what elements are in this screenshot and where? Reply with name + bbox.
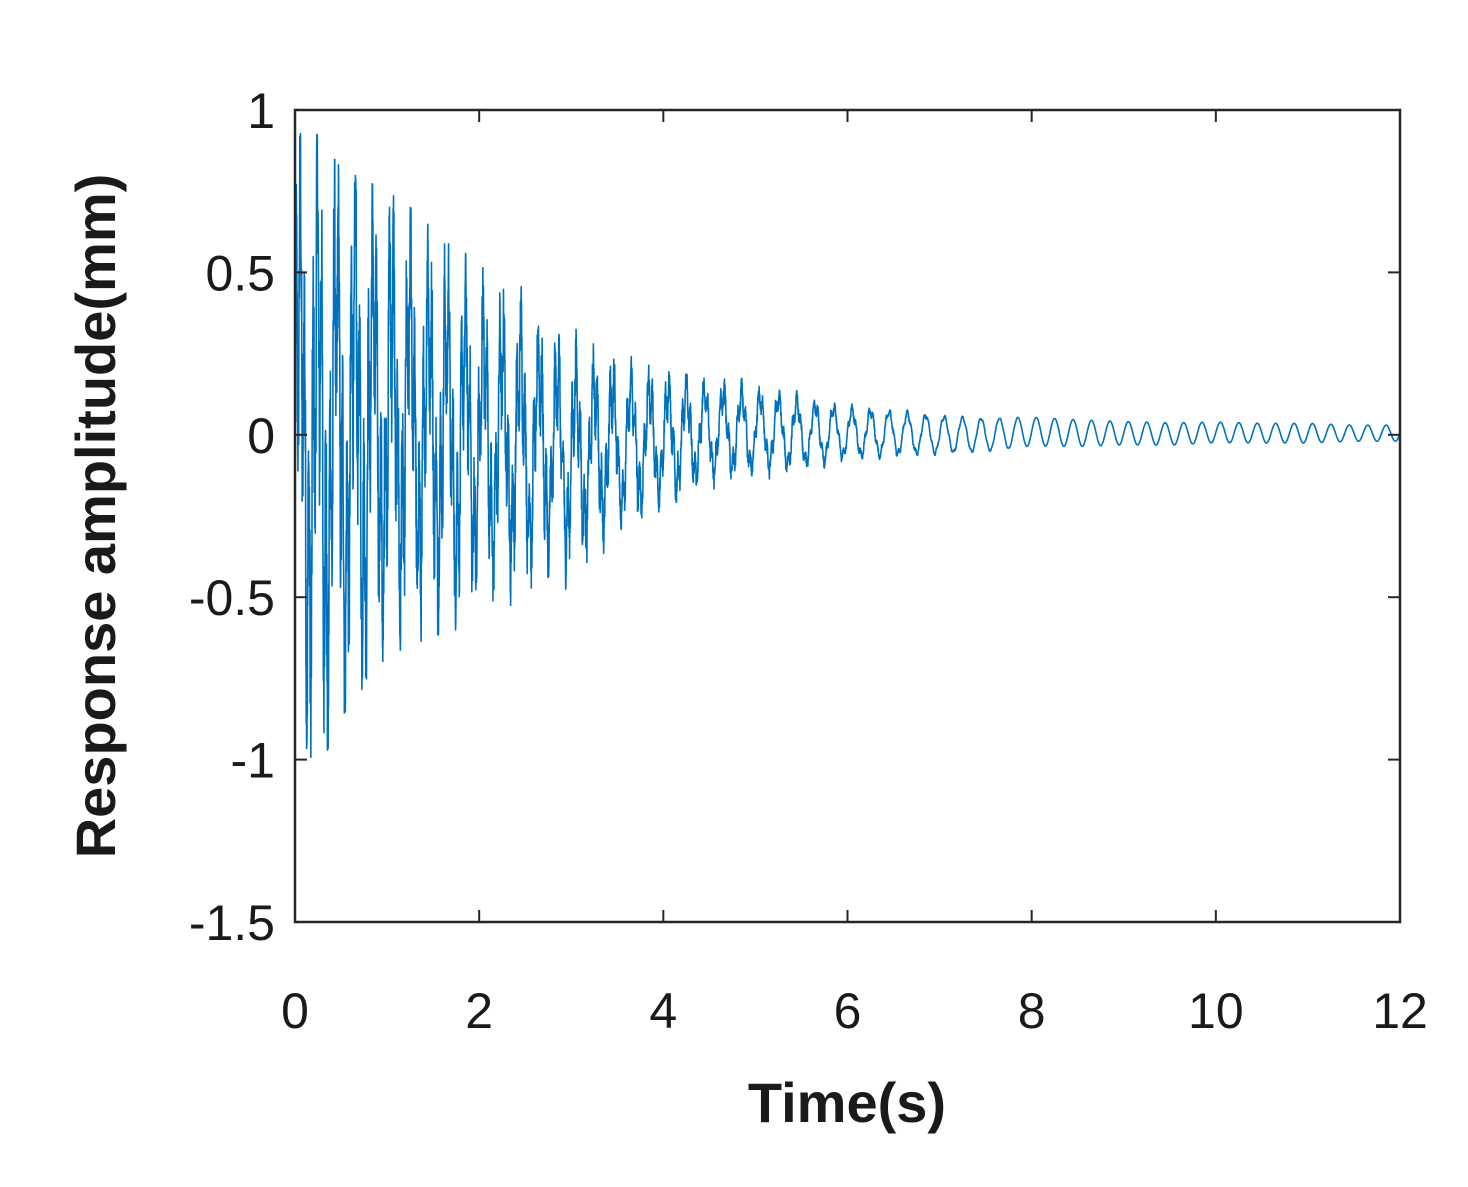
tick-marks — [294, 109, 1401, 923]
x-tick-labels: 0 2 4 6 8 10 12 — [281, 983, 1428, 1039]
x-tick-label: 10 — [1188, 983, 1244, 1039]
y-tick-labels: -1.5 -1 -0.5 0 0.5 1 — [189, 83, 275, 951]
plot-area — [295, 110, 1400, 922]
y-tick-label: -1.5 — [189, 895, 275, 951]
x-tick-label: 0 — [281, 983, 309, 1039]
y-tick-label: -1 — [231, 733, 275, 789]
x-tick-label: 6 — [834, 983, 862, 1039]
y-tick-label: -0.5 — [189, 570, 275, 626]
x-tick-label: 8 — [1018, 983, 1046, 1039]
series-line — [294, 132, 1401, 759]
y-axis-title: Response amplitude(mm) — [64, 174, 127, 859]
y-tick-label: 0.5 — [205, 245, 275, 301]
y-tick-label: 1 — [247, 83, 275, 139]
y-tick-label: 0 — [247, 408, 275, 464]
x-tick-label: 2 — [465, 983, 493, 1039]
x-tick-label: 12 — [1372, 983, 1428, 1039]
x-tick-label: 4 — [649, 983, 677, 1039]
x-axis-title: Time(s) — [748, 1071, 946, 1134]
series-response — [294, 132, 1401, 759]
